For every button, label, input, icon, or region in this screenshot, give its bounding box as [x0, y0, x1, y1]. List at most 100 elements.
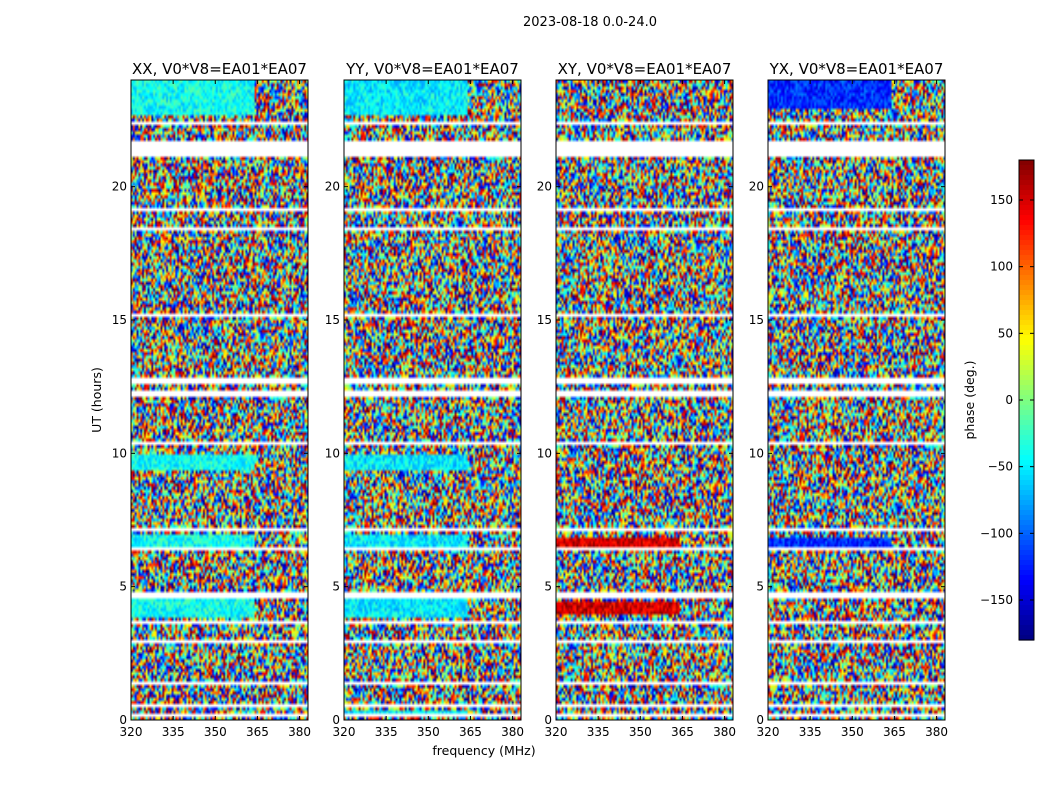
y-tick-label: 5 [332, 580, 340, 594]
colorbar-segment [1019, 625, 1034, 631]
y-tick-label: 0 [544, 713, 552, 727]
heatmap-xy [556, 80, 733, 720]
colorbar-segment [1019, 525, 1034, 531]
colorbar-segment [1019, 505, 1034, 511]
colorbar-segment [1019, 480, 1034, 486]
colorbar-tick-label: 0 [1005, 393, 1013, 407]
y-axis-label: UT (hours) [89, 367, 104, 433]
panel-title: XX, V0*V8=EA01*EA07 [132, 60, 307, 78]
colorbar-segment [1019, 370, 1034, 376]
y-tick-label: 15 [537, 313, 552, 327]
panel-xx: XX, V0*V8=EA01*EA07 320 335 350 365 380 0 5 10 15… [112, 60, 311, 739]
colorbar-segment [1019, 400, 1034, 406]
x-tick-label: 380 [288, 725, 311, 739]
panel-frame [555, 79, 734, 721]
colorbar-segment [1019, 595, 1034, 601]
colorbar-segment [1019, 585, 1034, 591]
colorbar-segment [1019, 605, 1034, 611]
x-tick-label: 350 [204, 725, 227, 739]
colorbar-segment [1019, 555, 1034, 561]
colorbar-segment [1019, 320, 1034, 326]
colorbar-segment [1019, 340, 1034, 346]
colorbar-segment [1019, 570, 1034, 576]
x-tick-label: 335 [162, 725, 185, 739]
colorbar-segment [1019, 465, 1034, 471]
colorbar-segment [1019, 515, 1034, 521]
colorbar-segment [1019, 195, 1034, 201]
y-tick-label: 0 [119, 713, 127, 727]
colorbar-label: phase (deg.) [962, 361, 977, 440]
colorbar-segment [1019, 330, 1034, 336]
colorbar-segment [1019, 285, 1034, 291]
y-tick-label: 5 [119, 580, 127, 594]
x-tick-label: 320 [545, 725, 568, 739]
colorbar-segment [1019, 360, 1034, 366]
colorbar-segment [1019, 575, 1034, 581]
x-tick-label: 320 [757, 725, 780, 739]
y-tick-label: 5 [544, 580, 552, 594]
colorbar-segment [1019, 580, 1034, 586]
colorbar-segment [1019, 520, 1034, 526]
panel-xy: XY, V0*V8=EA01*EA07 320 335 350 365 380 0 5 10 15… [537, 60, 736, 739]
colorbar-tick-label: 150 [990, 193, 1013, 207]
colorbar-segment [1019, 220, 1034, 226]
colorbar-segment [1019, 175, 1034, 181]
colorbar-segment [1019, 425, 1034, 431]
colorbar-segment [1019, 410, 1034, 416]
colorbar-segment [1019, 530, 1034, 536]
y-tick-label: 20 [325, 180, 340, 194]
colorbar-segment [1019, 475, 1034, 481]
colorbar-segment [1019, 435, 1034, 441]
colorbar-segment [1019, 545, 1034, 551]
panels: XX, V0*V8=EA01*EA07 320 335 350 365 380 0 5 10 15… [112, 60, 948, 739]
colorbar-segment [1019, 305, 1034, 311]
y-tick-label: 10 [537, 446, 552, 460]
colorbar-segment [1019, 210, 1034, 216]
heatmap-yy [344, 80, 521, 720]
panel-frame [767, 79, 946, 721]
colorbar-segment [1019, 235, 1034, 241]
colorbar-segment [1019, 255, 1034, 261]
x-tick-label: 365 [459, 725, 482, 739]
colorbar-segment [1019, 350, 1034, 356]
colorbar-segment [1019, 440, 1034, 446]
colorbar-segment [1019, 325, 1034, 331]
colorbar-segment [1019, 455, 1034, 461]
colorbar-segment [1019, 245, 1034, 251]
colorbar-segment [1019, 510, 1034, 516]
colorbar-segment [1019, 590, 1034, 596]
colorbar-segment [1019, 490, 1034, 496]
y-tick-label: 20 [112, 180, 127, 194]
colorbar-segment [1019, 190, 1034, 196]
colorbar-segment [1019, 375, 1034, 381]
colorbar-segment [1019, 280, 1034, 286]
y-tick-label: 15 [112, 313, 127, 327]
colorbar-segment [1019, 230, 1034, 236]
x-tick-label: 365 [671, 725, 694, 739]
colorbar-segment [1019, 535, 1034, 541]
colorbar-segment [1019, 405, 1034, 411]
colorbar-segment [1019, 310, 1034, 316]
panel-yy: YY, V0*V8=EA01*EA07 320 335 350 365 380 0 5 10 15… [325, 60, 524, 739]
x-tick-label: 350 [417, 725, 440, 739]
colorbar-segment [1019, 395, 1034, 401]
colorbar-segment [1019, 600, 1034, 606]
x-tick-label: 380 [501, 725, 524, 739]
colorbar-segment [1019, 265, 1034, 271]
colorbar-segment [1019, 565, 1034, 571]
y-tick-label: 20 [749, 180, 764, 194]
colorbar-segment [1019, 495, 1034, 501]
panel-title: YY, V0*V8=EA01*EA07 [345, 60, 519, 78]
colorbar-segment [1019, 615, 1034, 621]
colorbar-segment [1019, 610, 1034, 616]
colorbar-tick-label: −150 [980, 593, 1013, 607]
colorbar-segment [1019, 635, 1034, 641]
y-tick-label: 10 [749, 446, 764, 460]
y-tick-label: 10 [112, 446, 127, 460]
colorbar-segment [1019, 200, 1034, 206]
colorbar-segment [1019, 295, 1034, 301]
colorbar-segment [1019, 270, 1034, 276]
y-tick-label: 10 [325, 446, 340, 460]
colorbar-segment [1019, 630, 1034, 636]
